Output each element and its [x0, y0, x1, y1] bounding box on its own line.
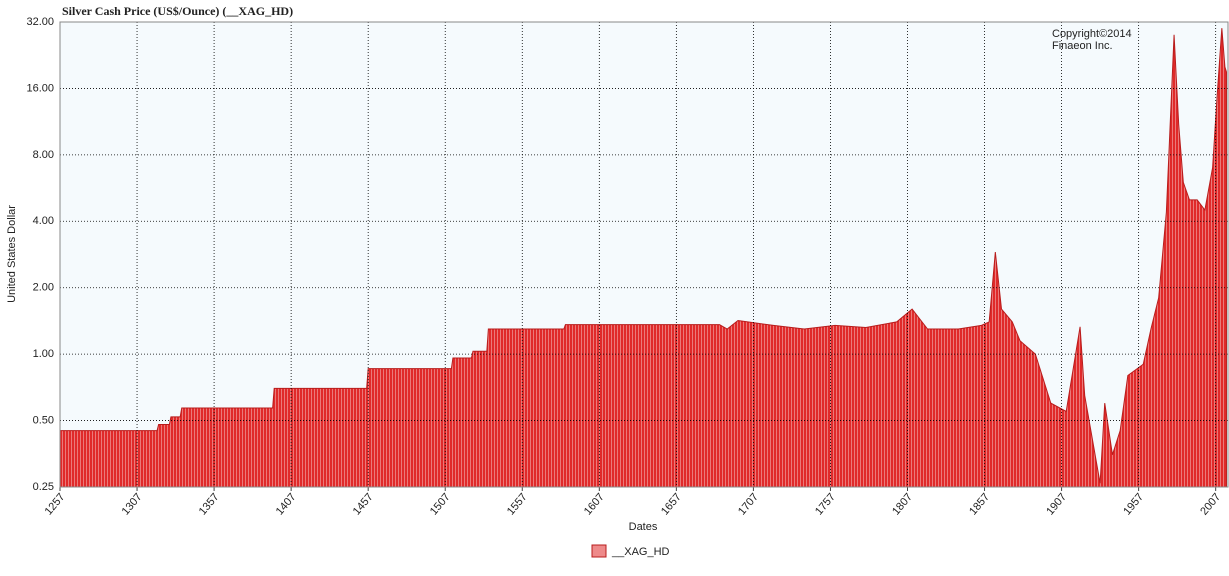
x-tick-label: 1607 [582, 491, 607, 517]
annotation: Finaeon Inc. [1052, 40, 1113, 52]
x-tick-label: 2007 [1198, 491, 1223, 517]
y-tick-label: 1.00 [33, 348, 54, 360]
y-tick-label: 16.00 [26, 82, 54, 94]
area [59, 28, 1227, 488]
x-tick-label: 1457 [351, 491, 376, 517]
y-tick-label: 4.00 [33, 215, 54, 227]
x-tick-label: 1657 [659, 491, 684, 517]
y-axis-label: United States Dollar [6, 205, 18, 303]
annotation: Copyright©2014 [1052, 28, 1132, 40]
legend-swatch [591, 544, 607, 558]
x-tick-label: 1807 [890, 491, 915, 517]
legend-label: __XAG_HD [611, 546, 670, 558]
y-tick-label: 32.00 [26, 16, 54, 28]
y-tick-label: 0.25 [33, 481, 54, 493]
x-tick-label: 1357 [197, 491, 222, 517]
x-tick-label: 1307 [120, 491, 145, 517]
x-tick-label: 1557 [505, 491, 530, 517]
plot-border [59, 21, 1229, 488]
x-tick-label: 1707 [736, 491, 761, 517]
x-axis-label: Dates [629, 521, 658, 533]
y-tick-label: 8.00 [33, 149, 54, 161]
x-tick-label: 1757 [813, 491, 838, 517]
y-tick-label: 0.50 [33, 414, 54, 426]
chart-title: Silver Cash Price (US$/Ounce) (__XAG_HD) [62, 4, 293, 18]
x-tick-label: 1907 [1044, 491, 1069, 517]
x-tick-label: 1957 [1121, 491, 1146, 517]
x-tick-label: 1407 [274, 491, 299, 517]
x-tick-label: 1257 [43, 491, 68, 517]
x-tick-label: 1507 [428, 491, 453, 517]
x-tick-label: 1857 [967, 491, 992, 517]
y-tick-label: 2.00 [33, 282, 54, 294]
